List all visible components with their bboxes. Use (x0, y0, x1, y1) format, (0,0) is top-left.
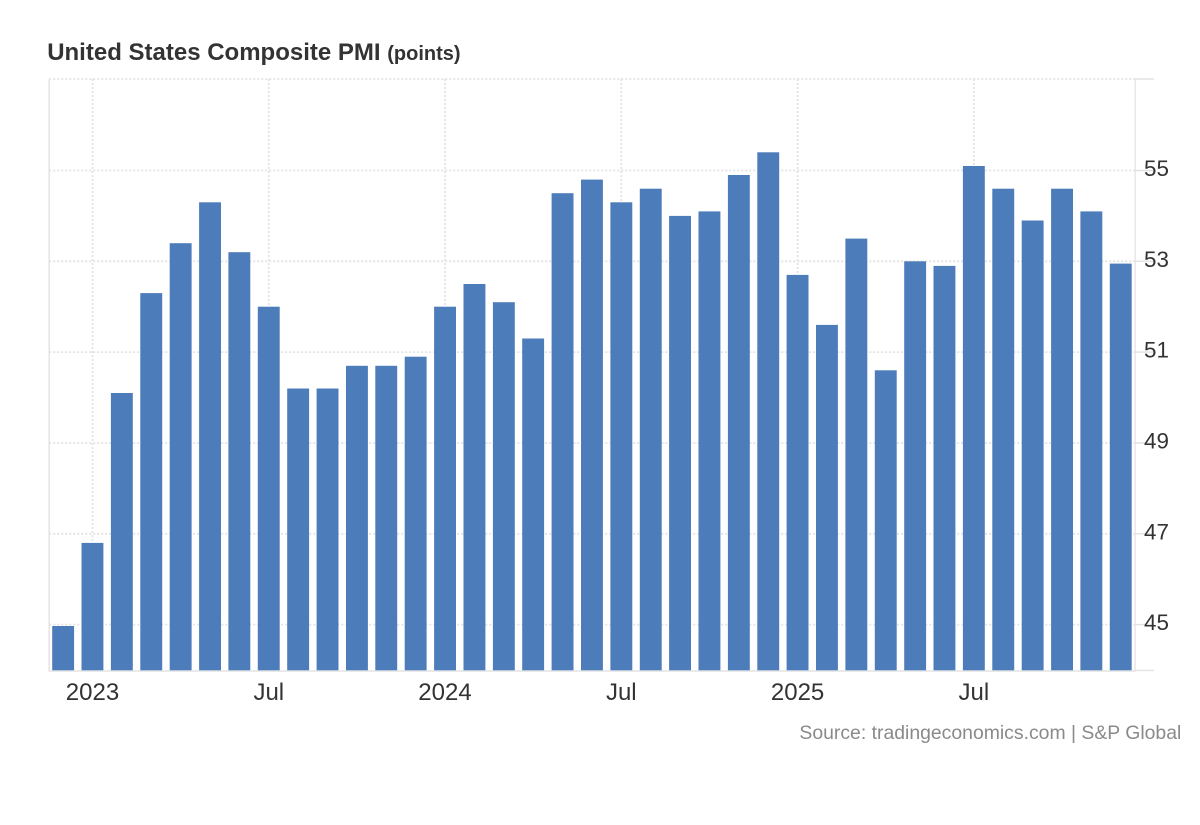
svg-text:Jul: Jul (959, 679, 990, 706)
svg-text:53: 53 (1144, 247, 1169, 272)
svg-text:49: 49 (1144, 429, 1169, 454)
svg-text:2024: 2024 (418, 679, 471, 706)
svg-text:United States Composite PMI (p: United States Composite PMI (points) (47, 39, 460, 66)
svg-text:Jul: Jul (606, 679, 637, 706)
svg-text:Source: tradingeconomics.com |: Source: tradingeconomics.com | S&P Globa… (799, 722, 1181, 744)
svg-text:45: 45 (1144, 610, 1169, 635)
svg-text:2025: 2025 (771, 679, 824, 706)
svg-text:47: 47 (1144, 519, 1169, 544)
svg-text:Jul: Jul (253, 679, 284, 706)
svg-text:55: 55 (1144, 156, 1169, 181)
svg-text:2023: 2023 (66, 679, 119, 706)
svg-text:51: 51 (1144, 338, 1169, 363)
